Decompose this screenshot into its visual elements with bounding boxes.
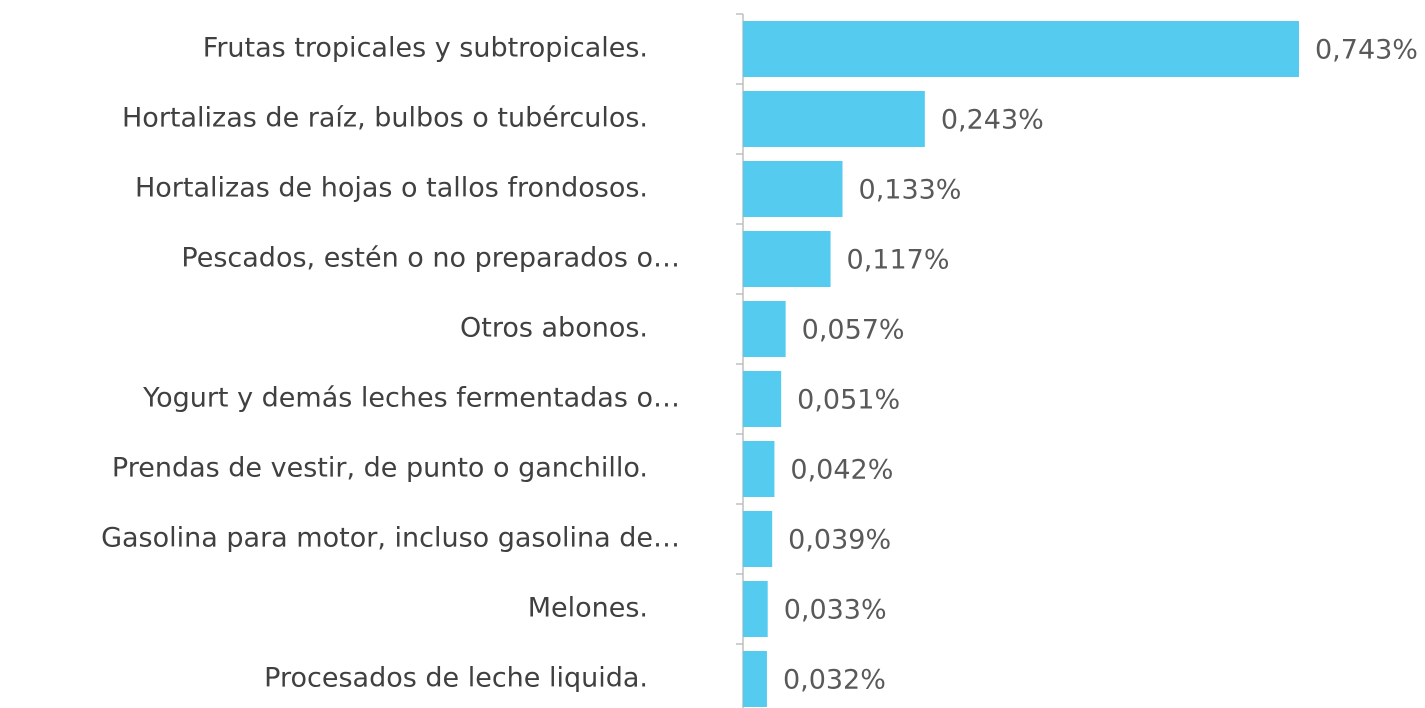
value-label: 0,743%	[1315, 35, 1418, 66]
bar	[743, 581, 768, 637]
value-label: 0,032%	[783, 665, 886, 696]
bar	[743, 651, 767, 707]
category-label: Frutas tropicales y subtropicales.	[203, 33, 648, 64]
value-label: 0,117%	[847, 245, 950, 276]
category-label: Prendas de vestir, de punto o ganchillo.	[112, 453, 648, 484]
value-label: 0,039%	[788, 525, 891, 556]
bar	[743, 231, 831, 287]
bar	[743, 511, 773, 567]
bar	[743, 371, 782, 427]
category-label: Pescados, estén o no preparados o…	[181, 243, 680, 274]
category-label: Hortalizas de raíz, bulbos o tubérculos.	[122, 103, 648, 134]
category-label: Otros abonos.	[460, 313, 648, 344]
value-label: 0,057%	[802, 315, 905, 346]
bar	[743, 21, 1299, 77]
category-label: Procesados de leche liquida.	[264, 663, 648, 694]
value-label: 0,042%	[790, 455, 893, 486]
category-label: Gasolina para motor, incluso gasolina de…	[101, 523, 680, 554]
bar	[743, 161, 843, 217]
value-label: 0,051%	[797, 385, 900, 416]
category-label: Yogurt y demás leches fermentadas o…	[142, 383, 680, 414]
value-label: 0,243%	[941, 105, 1044, 136]
value-label: 0,133%	[859, 175, 962, 206]
category-label: Melones.	[528, 593, 648, 624]
value-label: 0,033%	[784, 595, 887, 626]
bar	[743, 441, 775, 497]
bar	[743, 91, 925, 147]
category-label: Hortalizas de hojas o tallos frondosos.	[135, 173, 648, 204]
bar	[743, 301, 786, 357]
